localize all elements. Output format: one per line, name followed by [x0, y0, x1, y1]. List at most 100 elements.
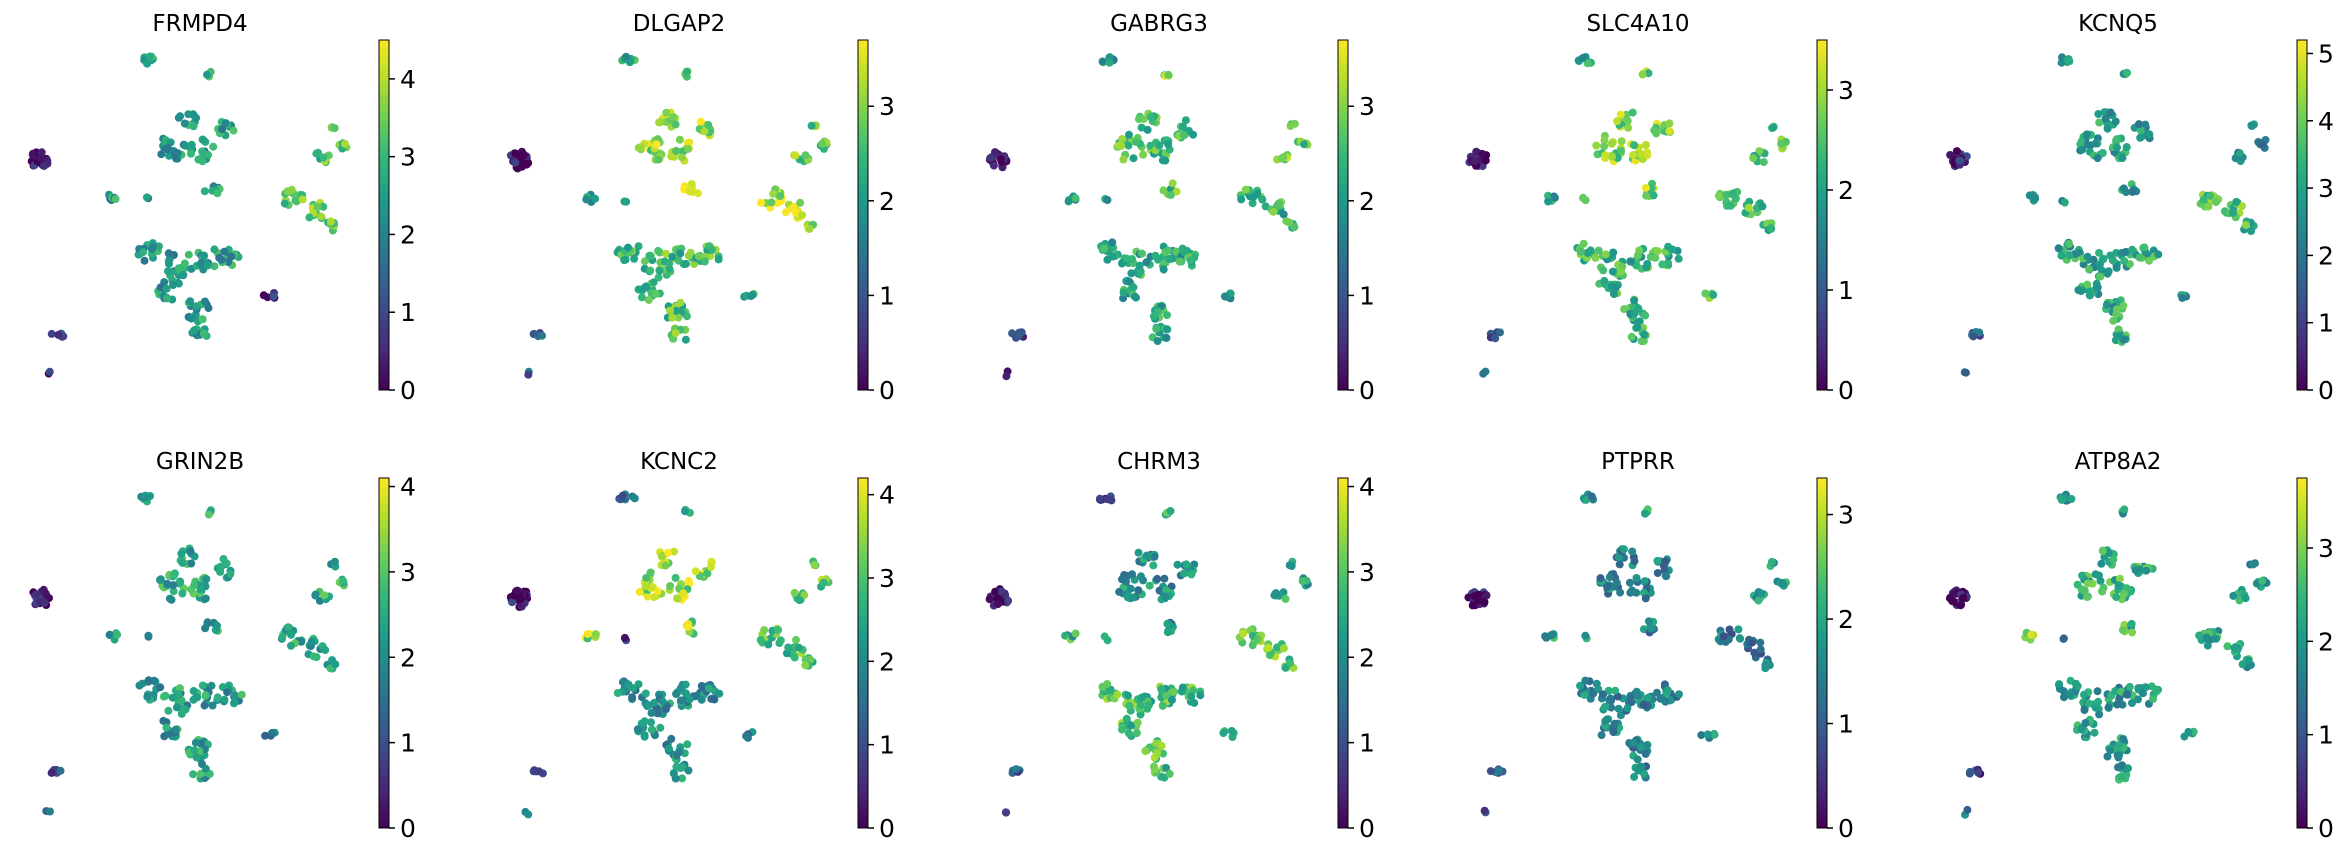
cell-point [1486, 767, 1495, 776]
cell-point [2103, 300, 2111, 309]
cell-point [2145, 130, 2154, 139]
cell-point [1158, 701, 1167, 710]
cell-point [996, 155, 1005, 164]
cell-point [261, 731, 270, 740]
cell-point [167, 595, 176, 604]
cell-point [189, 770, 198, 779]
cell-point [1544, 197, 1553, 206]
cell-point [634, 143, 643, 152]
cell-point [1640, 577, 1649, 586]
cell-point [1134, 548, 1143, 557]
colorbar-tick-label: 3 [400, 558, 416, 587]
cell-point [644, 296, 653, 304]
colorbar-tick-label: 1 [1359, 729, 1375, 758]
cell-point [1597, 731, 1606, 740]
cell-point [671, 329, 680, 338]
cell-point [2122, 188, 2131, 197]
cell-point [230, 698, 239, 707]
cell-point [1220, 292, 1229, 301]
cell-point [2136, 126, 2145, 135]
cell-point [1103, 196, 1112, 204]
cell-point [284, 623, 293, 632]
panel-kcnc2: KCNC2 0 1 2 3 4 [506, 449, 895, 843]
cell-point [714, 255, 723, 264]
colorbar-tick-label: 0 [2318, 814, 2334, 843]
cell-point [2065, 251, 2074, 260]
cell-point [1095, 494, 1104, 503]
cell-point [2080, 586, 2089, 595]
cell-point [1581, 631, 1590, 640]
cell-point [1628, 547, 1637, 556]
colorbar-tick-label: 2 [2318, 627, 2334, 656]
cell-point [237, 690, 246, 699]
panels-root: FRMPD4 0 1 2 3 4 DLGAP2 0 1 2 3 GABRG3 0 1 2 3 SLC4A10 0 1… [27, 11, 2334, 843]
cell-point [1100, 244, 1109, 253]
cell-point [2091, 703, 2100, 712]
cell-point [223, 688, 232, 697]
cell-point [162, 294, 171, 303]
cell-point [1190, 698, 1199, 707]
cell-point [1279, 210, 1288, 219]
cell-point [1127, 721, 1136, 730]
cell-point [1607, 703, 1616, 712]
cell-point [340, 139, 349, 148]
colorbar-frame [1816, 477, 1828, 829]
cell-point [1607, 139, 1616, 148]
cell-point [1187, 569, 1196, 578]
cell-point [144, 676, 153, 685]
cell-point [319, 153, 328, 162]
cell-point [2080, 706, 2089, 715]
cell-point [662, 249, 671, 258]
cell-point [1286, 659, 1295, 668]
cell-point [582, 195, 591, 204]
cell-point [1630, 557, 1639, 566]
cell-point [1641, 141, 1650, 149]
cell-point [229, 126, 238, 135]
cell-point [1616, 711, 1625, 720]
cell-point [1952, 147, 1961, 156]
cell-point [190, 581, 199, 589]
cell-point [801, 655, 810, 664]
cell-point [1124, 691, 1132, 700]
cell-point [190, 746, 199, 755]
colorbar-tick-label: 3 [1359, 92, 1375, 121]
cell-point [1168, 695, 1176, 704]
cell-point [297, 637, 306, 646]
cell-point [682, 67, 691, 76]
cell-point [189, 122, 198, 131]
colorbar [379, 40, 389, 390]
cell-point [168, 693, 177, 702]
cell-point [2109, 555, 2118, 564]
cell-point [298, 195, 307, 204]
cell-point [687, 180, 696, 188]
cell-point [683, 145, 692, 153]
cell-point [1633, 691, 1642, 700]
cell-point [652, 140, 661, 149]
cell-point [1187, 692, 1196, 701]
colorbar-frame [1337, 477, 1349, 829]
cell-point [54, 330, 63, 339]
cell-point [1300, 140, 1308, 149]
cell-point [675, 135, 684, 144]
cell-point [311, 590, 320, 599]
colorbar-tick-label: 2 [400, 220, 416, 249]
cell-point [1470, 157, 1479, 166]
cell-point [1131, 292, 1139, 301]
cell-point [1644, 693, 1653, 702]
cell-point [524, 158, 533, 167]
cell-point [1580, 690, 1589, 699]
cell-point [1956, 601, 1965, 610]
cell-point [801, 661, 810, 670]
cell-point [1139, 150, 1148, 159]
cell-point [259, 291, 268, 300]
cell-point [2093, 154, 2102, 163]
cell-point [670, 547, 679, 556]
cell-point [187, 559, 196, 568]
cell-point [1641, 183, 1650, 192]
cell-point [330, 124, 339, 133]
cell-point [1274, 199, 1283, 208]
cell-point [1744, 203, 1753, 212]
colorbar-tick-label: 3 [879, 564, 895, 593]
colorbar-tick-label: 2 [1838, 176, 1854, 205]
cell-point [1600, 142, 1609, 151]
